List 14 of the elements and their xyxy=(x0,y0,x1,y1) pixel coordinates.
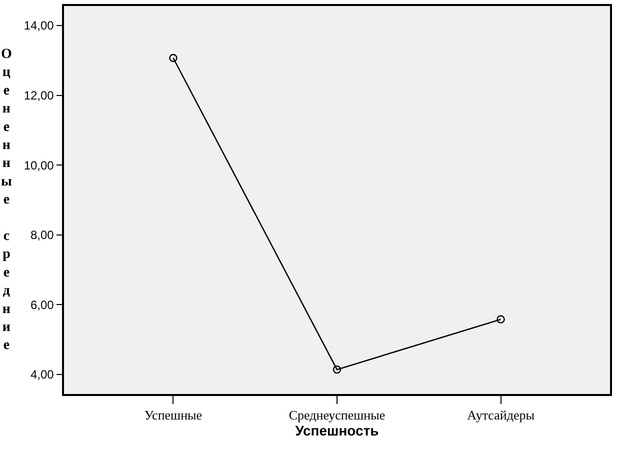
y-tick-label: 12,00 xyxy=(24,88,54,103)
y-tick-label: 8,00 xyxy=(30,228,54,242)
x-axis-title: Успешность xyxy=(295,422,380,438)
y-tick-label: 6,00 xyxy=(30,298,54,312)
point xyxy=(332,365,342,374)
x-tick-label: Аутсайдеры xyxy=(467,407,535,422)
point xyxy=(169,54,178,62)
y-tick-label: 4,00 xyxy=(30,368,54,382)
x-tick-label: Успешные xyxy=(144,407,202,422)
x-tick-label: Среднеуспешные xyxy=(288,407,386,422)
text: Оцененные средние xyxy=(1,47,12,354)
y-tick-label: 10,00 xyxy=(24,158,54,172)
point xyxy=(496,315,505,324)
y-tick-label: 14,00 xyxy=(24,18,54,33)
